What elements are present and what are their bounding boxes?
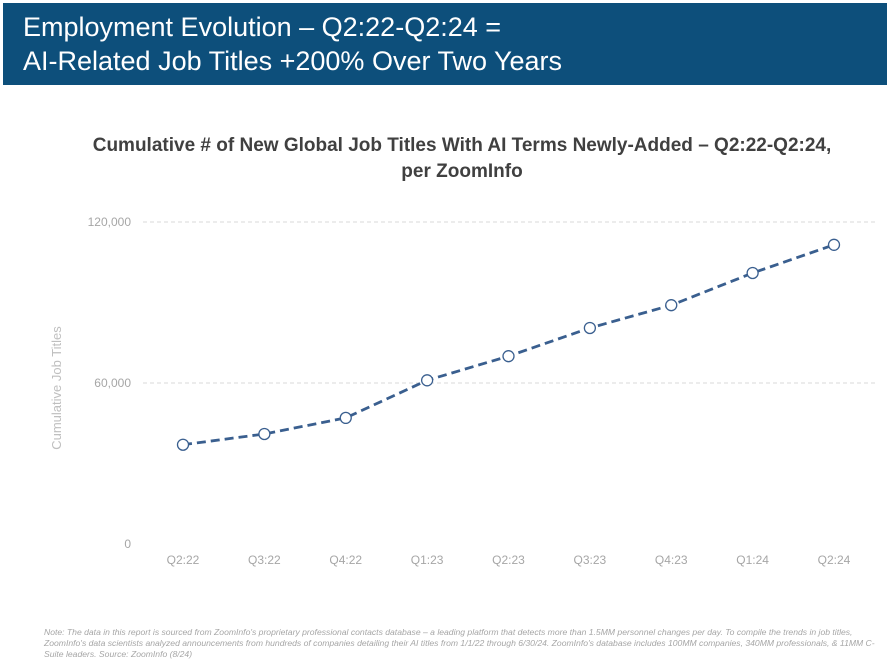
x-tick-label: Q4:23	[655, 553, 688, 567]
y-tick-label: 60,000	[94, 376, 131, 390]
x-tick-label: Q4:22	[329, 553, 362, 567]
series-line	[182, 243, 835, 447]
header-banner: Employment Evolution – Q2:22-Q2:24 = AI-…	[3, 3, 887, 85]
data-point	[258, 427, 271, 441]
x-tick-label: Q1:23	[411, 553, 444, 567]
x-tick-label: Q3:22	[248, 553, 281, 567]
header-title-line2: AI-Related Job Titles +200% Over Two Yea…	[23, 46, 563, 76]
data-point	[176, 438, 190, 451]
chart-title-line1: Cumulative # of New Global Job Titles Wi…	[92, 135, 832, 156]
y-tick-label: 120,000	[88, 215, 132, 229]
data-point	[583, 321, 597, 335]
data-point	[746, 266, 759, 280]
header-title-line1: Employment Evolution – Q2:22-Q2:24 =	[23, 12, 502, 42]
x-tick-label: Q2:24	[818, 553, 851, 567]
x-tick-label: Q3:23	[574, 553, 607, 567]
y-axis-title: Cumulative Job Titles	[49, 326, 64, 450]
y-tick-label: 0	[124, 537, 131, 551]
data-point	[339, 411, 352, 425]
footnote: Note: The data in this report is sourced…	[44, 627, 875, 659]
x-tick-label: Q1:24	[736, 553, 769, 567]
x-tick-label: Q2:22	[167, 553, 200, 567]
data-point	[827, 238, 841, 251]
data-point	[665, 299, 678, 312]
data-point	[502, 350, 515, 363]
data-point	[420, 374, 434, 387]
chart-title: Cumulative # of New Global Job Titles Wi…	[0, 133, 890, 185]
x-tick-label: Q2:23	[492, 553, 525, 567]
chart-title-line2: per ZoomInfo	[401, 161, 523, 182]
